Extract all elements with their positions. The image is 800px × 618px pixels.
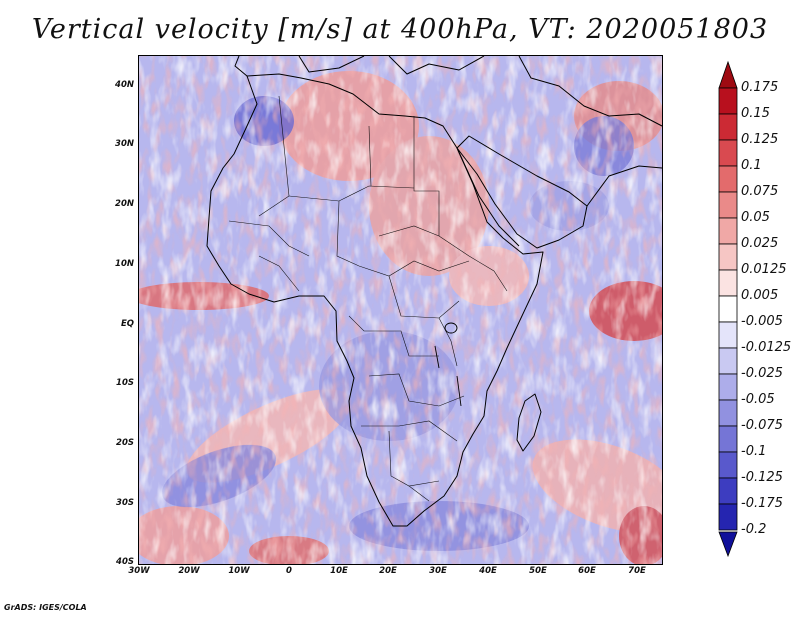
velocity-field [139, 56, 662, 564]
lon-tick-30e: 30E [429, 566, 447, 576]
lat-tick-20n: 20N [115, 199, 134, 209]
colorbar-label-17: -0.2 [741, 522, 767, 537]
colorbar-label-8: 0.005 [741, 288, 779, 303]
colorbar-label-13: -0.075 [741, 418, 783, 433]
colorbar-label-16: -0.175 [741, 496, 783, 511]
colorbar-swatch-14 [718, 425, 738, 453]
colorbar-swatch-5 [718, 191, 738, 219]
coastlines [206, 56, 662, 527]
colorbar-label-14: -0.1 [741, 444, 767, 459]
lat-tick-40s: 40S [116, 557, 134, 567]
colorbar-label-11: -0.025 [741, 366, 783, 381]
lon-tick-70e: 70E [628, 566, 646, 576]
lon-tick-40e: 40E [479, 566, 497, 576]
lat-tick-30s: 30S [116, 498, 134, 508]
grads-credit: GrADS: IGES/COLA [4, 603, 87, 612]
colorbar-label-0: 0.175 [741, 80, 779, 95]
colorbar-swatch-6 [718, 217, 738, 245]
colorbar-swatch-3 [718, 139, 738, 167]
lon-tick-20e: 20E [379, 566, 397, 576]
colorbar-swatch-4 [718, 165, 738, 193]
colorbar-swatch-2 [718, 113, 738, 141]
lat-tick-30n: 30N [115, 139, 134, 149]
map-title: Vertical velocity [m/s] at 400hPa, VT: 2… [31, 14, 769, 45]
colorbar-swatch-top [718, 60, 738, 89]
colorbar-swatch-13 [718, 399, 738, 427]
colorbar-label-4: 0.075 [741, 184, 779, 199]
colorbar-swatch-11 [718, 347, 738, 375]
colorbar-label-10: -0.0125 [741, 340, 792, 355]
lon-tick-10w: 10W [228, 566, 250, 576]
colorbar-swatch-7 [718, 243, 738, 271]
colorbar-label-5: 0.05 [741, 210, 770, 225]
colorbar [718, 60, 738, 558]
lakes [434, 322, 462, 407]
lon-tick-30w: 30W [128, 566, 150, 576]
map-panel [138, 55, 663, 565]
colorbar-label-6: 0.025 [741, 236, 779, 251]
colorbar-swatch-bottom [718, 531, 738, 558]
lat-tick-40n: 40N [115, 80, 134, 90]
colorbar-swatch-10 [718, 321, 738, 349]
colorbar-label-3: 0.1 [741, 158, 762, 173]
lat-tick-10n: 10N [115, 259, 134, 269]
colorbar-label-15: -0.125 [741, 470, 783, 485]
colorbar-swatch-17 [718, 503, 738, 531]
colorbar-swatch-12 [718, 373, 738, 401]
country-borders [228, 95, 508, 502]
lon-tick-10e: 10E [330, 566, 348, 576]
colorbar-swatch-9 [718, 295, 738, 323]
colorbar-swatch-15 [718, 451, 738, 479]
colorbar-label-2: 0.125 [741, 132, 779, 147]
lat-tick-10s: 10S [116, 378, 134, 388]
lat-tick-20s: 20S [116, 438, 134, 448]
lon-tick-20w: 20W [178, 566, 200, 576]
lon-tick-0: 0 [286, 566, 292, 576]
lon-tick-50e: 50E [529, 566, 547, 576]
lon-tick-60e: 60E [578, 566, 596, 576]
colorbar-label-12: -0.05 [741, 392, 775, 407]
lat-tick-eq: EQ [120, 319, 134, 329]
colorbar-label-7: 0.0125 [741, 262, 787, 277]
colorbar-swatch-16 [718, 477, 738, 505]
colorbar-label-9: -0.005 [741, 314, 783, 329]
colorbar-swatch-8 [718, 269, 738, 297]
colorbar-label-1: 0.15 [741, 106, 770, 121]
colorbar-swatch-1 [718, 87, 738, 115]
